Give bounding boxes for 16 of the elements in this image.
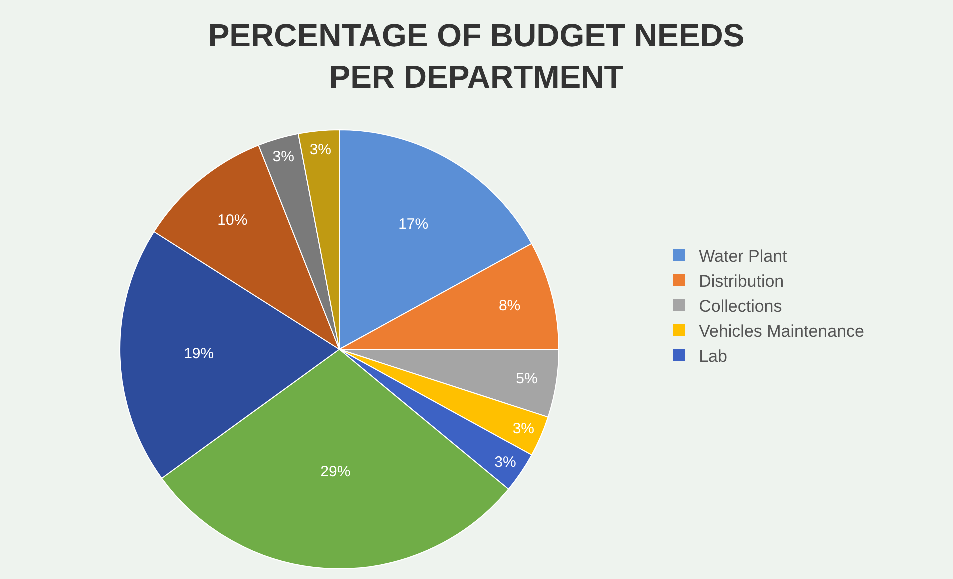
legend-label: Collections [699, 296, 782, 316]
data-label: 17% [398, 216, 429, 233]
data-label: 3% [494, 454, 516, 471]
data-label: 3% [310, 141, 332, 158]
data-label: 10% [218, 212, 248, 229]
data-label: 8% [498, 297, 521, 314]
legend-label: Lab [699, 347, 728, 366]
chart-title: PERCENTAGE OF BUDGET NEEDS PER DEPARTMENT [208, 17, 745, 95]
data-label: 5% [516, 370, 538, 388]
data-label: 29% [320, 464, 351, 481]
legend-label: Water Plant [699, 246, 788, 266]
data-label: 3% [512, 420, 535, 438]
data-label: 3% [272, 148, 294, 166]
data-label: 19% [184, 345, 214, 362]
legend-label: Distribution [699, 272, 784, 291]
legend-label: Vehicles Maintenance [699, 322, 864, 342]
